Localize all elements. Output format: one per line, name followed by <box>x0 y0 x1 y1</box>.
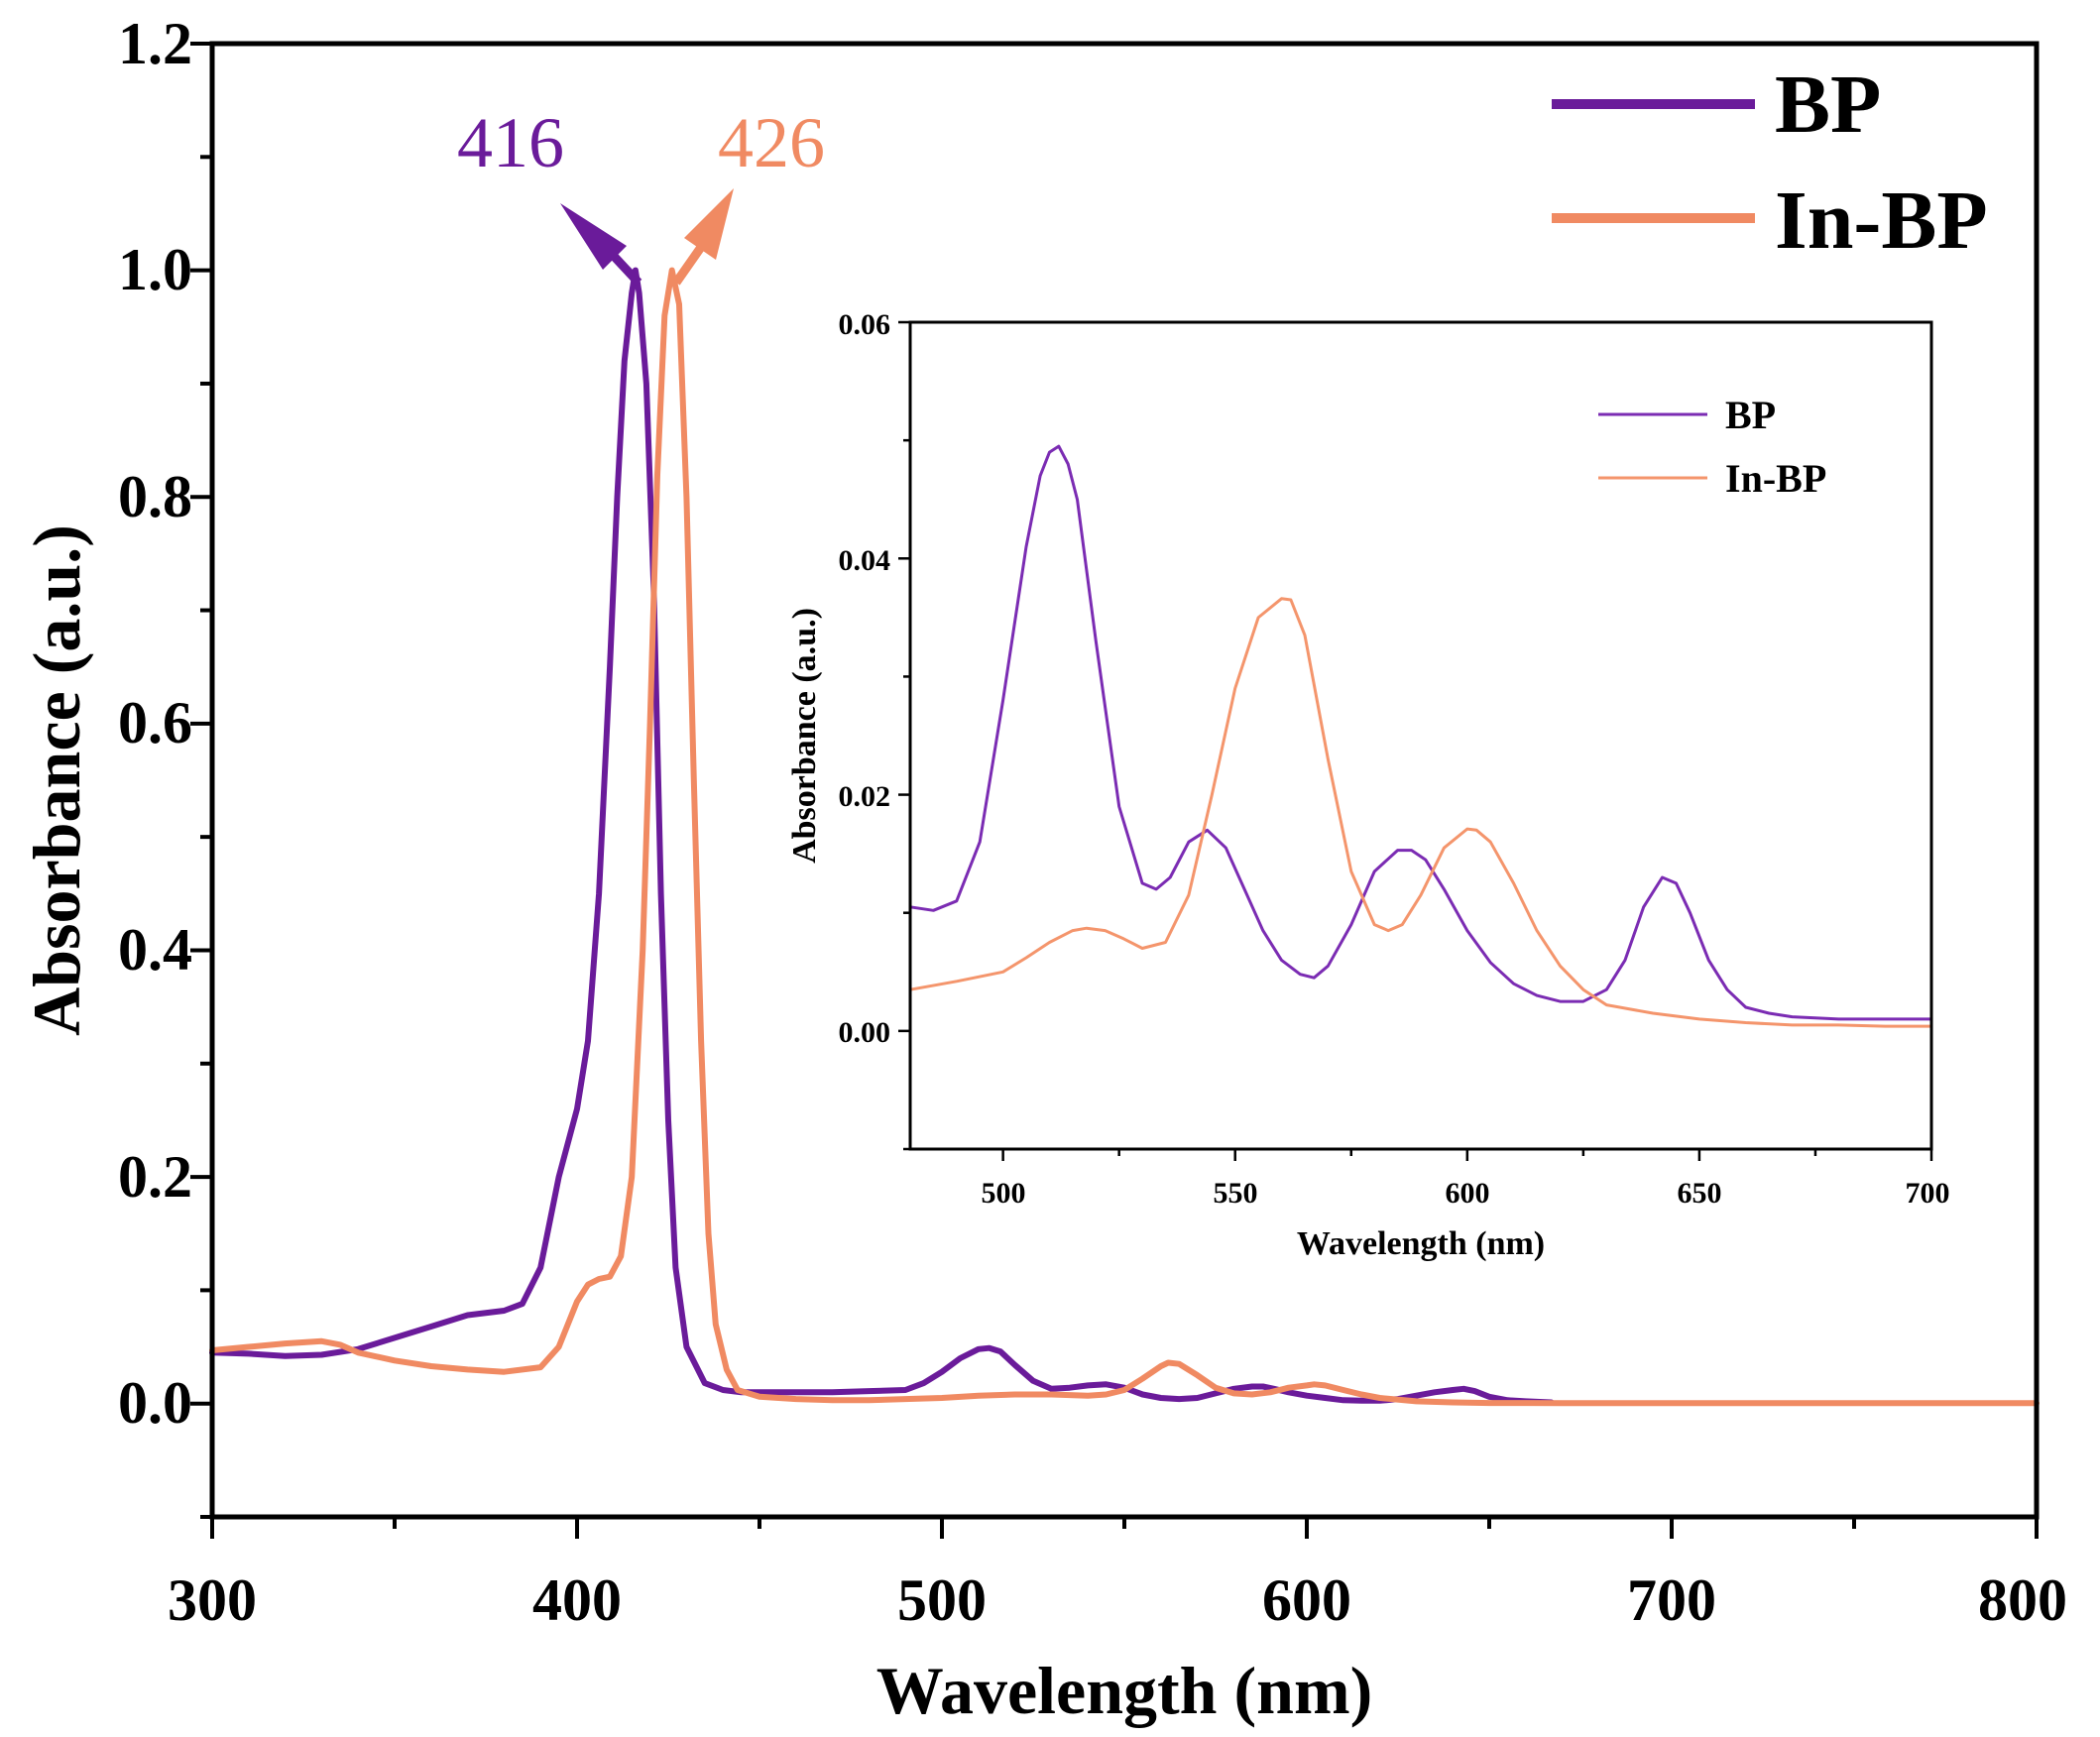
main-xtick-label: 800 <box>1978 1567 2067 1633</box>
main-xtick-label: 600 <box>1262 1567 1351 1633</box>
main-ytick-label: 0.8 <box>118 464 192 529</box>
inset-chart: 0.06 0.04 0.02 0.00 500 550 600 650 700 … <box>786 308 1950 1262</box>
main-ytick-label: 1.2 <box>118 11 192 76</box>
main-ytick-label: 0.2 <box>118 1144 192 1210</box>
main-ytick-label: 0.4 <box>118 917 192 983</box>
legend-label-bp: BP <box>1775 58 1881 151</box>
main-xtick-label: 400 <box>532 1567 622 1633</box>
inset-ytick-label: 0.06 <box>839 308 891 341</box>
inset-xtick-label: 600 <box>1446 1177 1490 1210</box>
main-ytick-label: 0.6 <box>118 690 192 755</box>
inset-xtick-label: 650 <box>1678 1177 1722 1210</box>
main-xtick-label: 300 <box>168 1567 257 1633</box>
inset-x-axis-title: Wavelength (nm) <box>1297 1225 1545 1262</box>
main-y-axis-title: Absorbance (a.u.) <box>19 524 94 1036</box>
main-xtick-label: 500 <box>897 1567 987 1633</box>
main-tick-marks <box>190 42 2039 1539</box>
inset-xtick-label: 700 <box>1906 1177 1950 1210</box>
inset-plot-frame <box>908 320 1933 1151</box>
inset-ytick-label: 0.00 <box>839 1016 891 1049</box>
main-chart: 1.2 1.0 0.8 0.6 0.4 0.2 0.0 300 400 500 … <box>19 11 2067 1728</box>
inset-series-line-in-bp <box>908 597 1933 1028</box>
inset-y-axis-title: Absorbance (a.u.) <box>786 608 823 864</box>
inset-series-layer <box>908 444 1933 1028</box>
main-series-line-bp <box>209 267 1555 1406</box>
peak-label-416: 416 <box>457 103 564 182</box>
peak-label-426: 426 <box>718 103 825 182</box>
inset-xtick-label: 550 <box>1214 1177 1258 1210</box>
inset-tick-marks <box>898 320 1933 1161</box>
main-x-axis-title: Wavelength (nm) <box>876 1653 1373 1728</box>
peak-arrow-426 <box>672 188 734 286</box>
inset-ytick-label: 0.04 <box>839 544 891 577</box>
inset-ytick-label: 0.02 <box>839 780 891 813</box>
inset-series-line-bp <box>908 444 1933 1021</box>
inset-legend-label-in-bp: In-BP <box>1725 456 1826 501</box>
main-ytick-label: 0.0 <box>118 1370 192 1436</box>
main-xtick-label: 700 <box>1627 1567 1716 1633</box>
inset-legend-label-bp: BP <box>1725 393 1776 437</box>
peak-arrow-416 <box>560 203 642 287</box>
inset-xtick-label: 500 <box>982 1177 1026 1210</box>
main-ytick-label: 1.0 <box>118 237 192 302</box>
legend-label-in-bp: In-BP <box>1775 174 1988 267</box>
main-series-layer <box>209 267 2040 1407</box>
main-series-line-in-bp <box>209 267 2040 1407</box>
